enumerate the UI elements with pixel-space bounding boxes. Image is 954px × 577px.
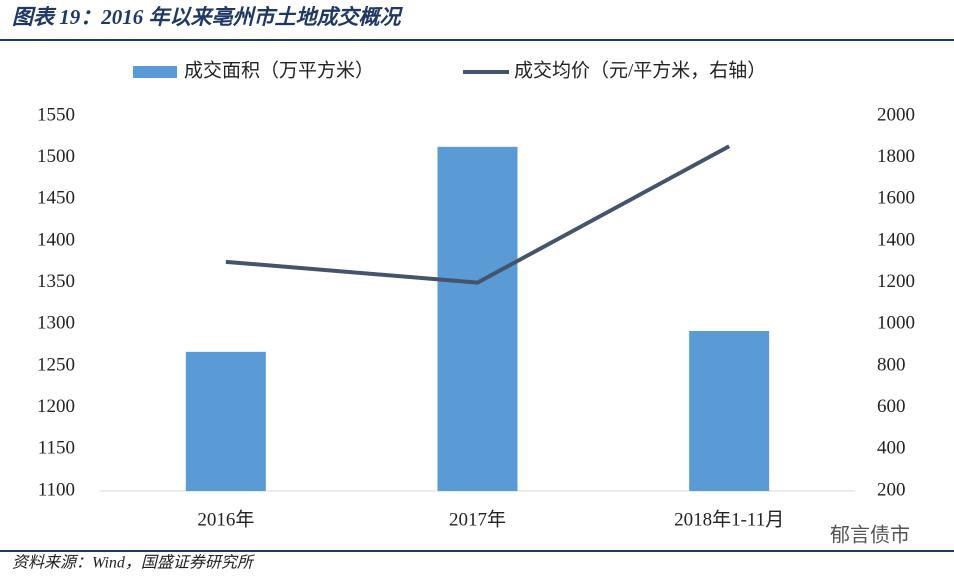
y2-tick-label: 1400 bbox=[877, 229, 915, 250]
y-tick-label: 1100 bbox=[38, 479, 75, 500]
y2-tick-label: 200 bbox=[877, 479, 906, 500]
watermark: 郁言债市 bbox=[830, 524, 910, 547]
legend-swatch bbox=[133, 66, 177, 78]
y-tick-label: 1400 bbox=[37, 229, 75, 250]
y2-tick-label: 1200 bbox=[877, 271, 915, 292]
bar bbox=[689, 331, 770, 491]
x-tick-label: 2018年1-11月 bbox=[674, 508, 784, 530]
line bbox=[225, 144, 731, 285]
y2-tick-label: 2000 bbox=[877, 104, 915, 125]
y-tick-label: 1500 bbox=[37, 146, 75, 167]
bar bbox=[185, 351, 266, 491]
y2-tick-label: 1800 bbox=[877, 146, 915, 167]
y-tick-label: 1550 bbox=[37, 104, 75, 125]
source: 资料来源：Wind，国盛证券研究所 bbox=[12, 554, 256, 572]
y-tick-label: 1200 bbox=[37, 396, 75, 417]
legend-label: 成交面积（万平方米） bbox=[184, 59, 374, 81]
y2-tick-label: 1600 bbox=[877, 188, 915, 209]
y2-tick-label: 1000 bbox=[877, 313, 915, 334]
y-tick-label: 1250 bbox=[37, 354, 75, 375]
y-tick-label: 1450 bbox=[37, 188, 75, 209]
legend-label: 成交均价（元/平方米，右轴） bbox=[514, 59, 766, 81]
y2-tick-label: 400 bbox=[877, 438, 906, 459]
y-tick-label: 1300 bbox=[37, 313, 75, 334]
bar bbox=[437, 146, 518, 492]
y2-tick-label: 800 bbox=[877, 354, 906, 375]
y-tick-label: 1350 bbox=[37, 271, 75, 292]
y2-tick-label: 600 bbox=[877, 396, 906, 417]
x-tick-label: 2016年 bbox=[197, 508, 254, 530]
y-tick-label: 1150 bbox=[38, 438, 75, 459]
chart-title: 图表 19：2016 年以来亳州市土地成交概况 bbox=[12, 5, 403, 29]
x-tick-label: 2017年 bbox=[449, 508, 506, 530]
